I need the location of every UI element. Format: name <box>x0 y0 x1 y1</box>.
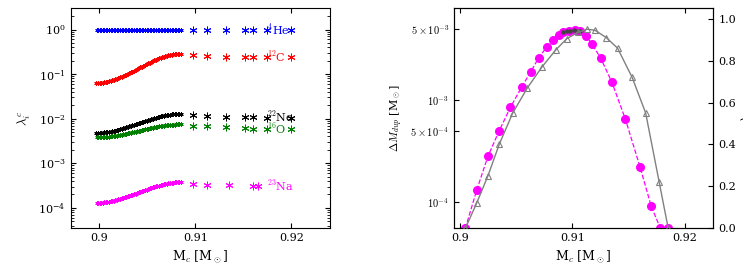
Y-axis label: $\lambda_i^c$: $\lambda_i^c$ <box>16 111 33 126</box>
Text: $^{12}$C: $^{12}$C <box>267 50 286 65</box>
Text: $^{23}$Na: $^{23}$Na <box>267 179 294 193</box>
Y-axis label: $\lambda$: $\lambda$ <box>742 114 743 123</box>
X-axis label: M$_c$ [M$_\odot$]: M$_c$ [M$_\odot$] <box>172 249 228 265</box>
Y-axis label: $\Delta M_{dup}$ [M$_\odot$]: $\Delta M_{dup}$ [M$_\odot$] <box>389 84 405 152</box>
X-axis label: M$_c$ [M$_\odot$]: M$_c$ [M$_\odot$] <box>556 249 612 265</box>
Text: $^{22}$Ne: $^{22}$Ne <box>267 109 294 124</box>
Text: $^4$He: $^4$He <box>267 23 290 37</box>
Text: $^{16}$O: $^{16}$O <box>267 121 287 136</box>
